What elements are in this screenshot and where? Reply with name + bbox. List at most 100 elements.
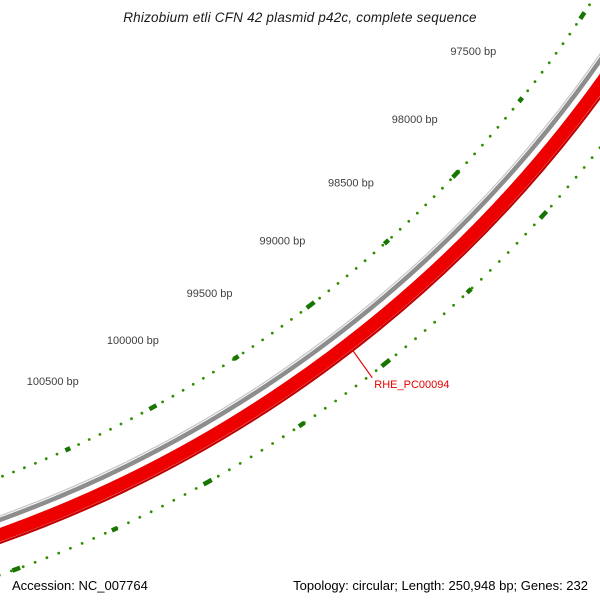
accession-text: Accession: NC_007764 — [12, 578, 148, 593]
feature-mark — [538, 209, 549, 220]
ruler-dot-rings — [0, 3, 600, 577]
ruler-dot — [515, 241, 519, 245]
ruler-dot — [281, 435, 285, 439]
ruler-dot — [323, 406, 327, 410]
ruler-dot — [12, 470, 15, 474]
backbone — [0, 52, 600, 523]
ruler-dot — [452, 303, 455, 307]
ruler-dot — [92, 537, 96, 540]
feature-mark — [148, 403, 158, 412]
ruler-dot — [238, 462, 242, 465]
ruler-dot — [390, 235, 393, 239]
feature-mark — [517, 96, 525, 104]
ruler-dot — [488, 269, 492, 272]
ruler-dot — [363, 259, 367, 263]
ruler-dot — [488, 134, 492, 138]
ruler-dot — [532, 223, 536, 227]
feature-mark — [305, 300, 316, 310]
ruler-dot — [511, 107, 515, 111]
ruler-tick-label: 100500 bp — [27, 376, 79, 388]
ruler-dot — [290, 318, 293, 321]
ruler-dot — [481, 143, 484, 147]
ruler-dot — [109, 427, 112, 431]
feature-mark — [382, 238, 391, 246]
gene-arc-edge — [0, 95, 600, 545]
ruler-dot — [372, 251, 376, 255]
ruler-dot — [344, 392, 348, 395]
feature-mark — [451, 169, 461, 179]
ruler-dot — [568, 32, 572, 36]
ruler-dot — [212, 370, 215, 374]
ruler-dot — [407, 219, 411, 223]
ruler-dot — [227, 468, 231, 472]
ruler-dot — [496, 125, 500, 129]
ruler-dot — [561, 42, 565, 46]
ruler-dot — [449, 178, 452, 182]
ruler-dot — [554, 51, 558, 55]
feature-mark — [202, 477, 213, 487]
ruler-dot — [140, 411, 144, 415]
gene-arc[interactable] — [0, 57, 600, 547]
ruler-dot — [533, 80, 537, 83]
feature-mark — [232, 354, 240, 362]
ruler-dot — [574, 175, 578, 179]
feature-mark — [297, 420, 306, 429]
ruler-dot — [354, 384, 358, 388]
ruler-dot — [473, 152, 476, 156]
ruler-dot — [582, 166, 586, 169]
ruler-dot — [318, 296, 321, 300]
ruler-dot — [433, 320, 437, 324]
ruler-dot — [87, 438, 91, 441]
ruler-dot — [334, 399, 337, 403]
ruler-dot — [21, 565, 25, 569]
ruler-dot — [44, 457, 48, 461]
ruler-dot — [415, 211, 419, 215]
ruler-dot — [588, 3, 591, 7]
ruler-dot — [566, 185, 570, 189]
ruler-dot — [161, 400, 165, 404]
ruler-dot — [55, 452, 59, 456]
ruler-dot — [497, 260, 501, 263]
ruler-tick-label: 99500 bp — [187, 288, 233, 300]
ruler-dot — [45, 556, 49, 560]
backbone-arc — [0, 56, 600, 523]
ruler-dot — [364, 377, 368, 380]
ruler-dot — [183, 493, 187, 496]
ruler-dot — [171, 394, 175, 398]
ruler-dot — [558, 195, 562, 198]
ruler-dot — [103, 531, 107, 535]
ruler-dot — [354, 267, 358, 270]
ruler-dot — [299, 311, 303, 314]
ruler-dot — [461, 295, 465, 299]
ruler-dot — [470, 286, 474, 290]
ruler-dot — [9, 569, 13, 573]
feature-mark — [465, 287, 473, 295]
ruler-dot — [404, 345, 408, 349]
gene-track — [0, 57, 600, 547]
ruler-dot — [524, 232, 528, 236]
ruler-dot — [432, 195, 436, 199]
ruler-dot — [161, 504, 164, 508]
ruler-dot — [23, 466, 26, 470]
ruler-dot — [119, 422, 123, 426]
ruler-dot — [126, 521, 130, 525]
ruler-dot — [249, 455, 253, 459]
ruler-dot — [414, 337, 417, 341]
feature-mark — [110, 525, 119, 533]
ruler-dot — [1, 474, 4, 478]
ruler-dot — [57, 551, 61, 555]
feature-mark — [380, 358, 392, 368]
ruler-dot — [479, 277, 483, 281]
ruler-dot — [374, 369, 378, 372]
feature-mark — [11, 565, 21, 573]
ruler-dot — [271, 442, 274, 445]
feature-marks — [11, 11, 587, 573]
ruler-dot — [172, 498, 176, 502]
ruler-tick-label: 98000 bp — [392, 114, 438, 126]
ruler-dot — [292, 428, 296, 432]
ruler-dot — [398, 227, 402, 231]
gene-callout-label[interactable]: RHE_PC00094 — [374, 379, 449, 391]
ruler-dot — [394, 353, 398, 357]
